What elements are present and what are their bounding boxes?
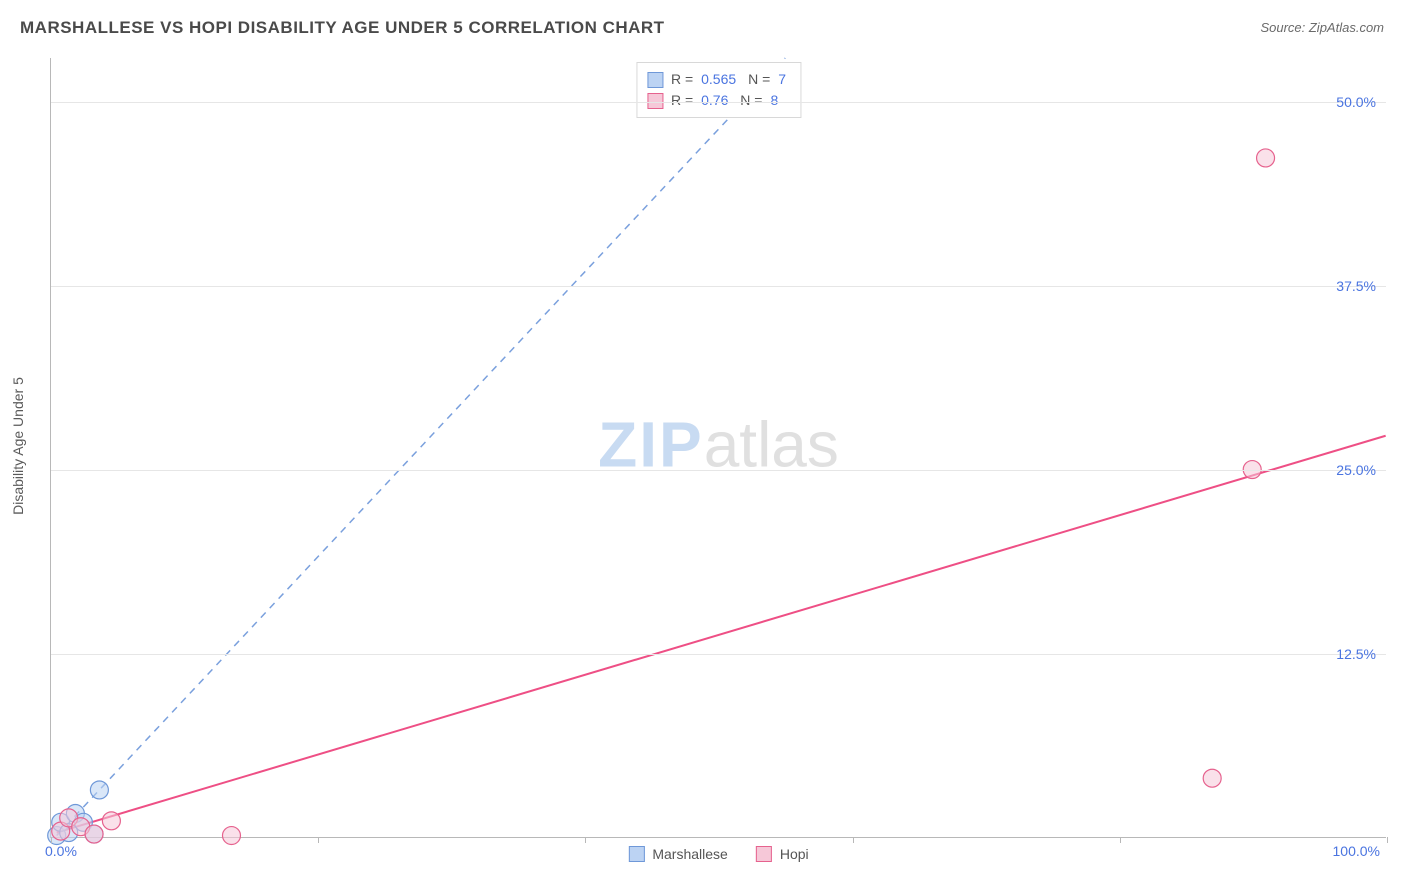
x-tick-label-left: 0.0% bbox=[45, 843, 77, 859]
data-point bbox=[222, 827, 240, 845]
legend-item: Hopi bbox=[756, 846, 809, 862]
gridline bbox=[51, 654, 1386, 655]
gridline bbox=[51, 286, 1386, 287]
legend-label: Hopi bbox=[780, 846, 809, 862]
data-point bbox=[90, 781, 108, 799]
legend-swatch-marshallese bbox=[628, 846, 644, 862]
r-value-hopi: 0.76 bbox=[701, 90, 728, 111]
trend-line bbox=[57, 58, 786, 836]
legend-swatch-hopi bbox=[756, 846, 772, 862]
gridline bbox=[51, 102, 1386, 103]
series-legend: Marshallese Hopi bbox=[628, 846, 808, 862]
legend-item: Marshallese bbox=[628, 846, 727, 862]
plot-area: ZIPatlas R = 0.565 N = 7 R = 0.76 N = 8 bbox=[50, 58, 1386, 838]
y-axis-label: Disability Age Under 5 bbox=[10, 377, 26, 515]
data-point bbox=[85, 825, 103, 843]
gridline bbox=[51, 470, 1386, 471]
y-tick-label: 37.5% bbox=[1336, 278, 1376, 294]
data-point bbox=[1203, 769, 1221, 787]
n-value-hopi: 8 bbox=[770, 90, 778, 111]
data-point bbox=[1257, 149, 1275, 167]
x-tick bbox=[1387, 837, 1388, 843]
x-tick-label-right: 100.0% bbox=[1333, 843, 1380, 859]
y-tick-label: 50.0% bbox=[1336, 94, 1376, 110]
x-tick bbox=[853, 837, 854, 843]
legend-swatch-hopi bbox=[647, 93, 663, 109]
n-value-marshallese: 7 bbox=[778, 69, 786, 90]
x-tick bbox=[1120, 837, 1121, 843]
chart-title: MARSHALLESE VS HOPI DISABILITY AGE UNDER… bbox=[20, 18, 665, 38]
legend-label: Marshallese bbox=[652, 846, 727, 862]
source-attribution: Source: ZipAtlas.com bbox=[1260, 20, 1384, 35]
chart-svg bbox=[51, 58, 1386, 837]
correlation-legend-row: R = 0.565 N = 7 bbox=[647, 69, 786, 90]
correlation-legend: R = 0.565 N = 7 R = 0.76 N = 8 bbox=[636, 62, 801, 118]
data-point bbox=[102, 812, 120, 830]
x-tick bbox=[585, 837, 586, 843]
chart-container: MARSHALLESE VS HOPI DISABILITY AGE UNDER… bbox=[0, 0, 1406, 892]
y-tick-label: 25.0% bbox=[1336, 462, 1376, 478]
r-value-marshallese: 0.565 bbox=[701, 69, 736, 90]
trend-line bbox=[57, 436, 1386, 833]
legend-swatch-marshallese bbox=[647, 72, 663, 88]
correlation-legend-row: R = 0.76 N = 8 bbox=[647, 90, 786, 111]
y-tick-label: 12.5% bbox=[1336, 646, 1376, 662]
x-tick bbox=[318, 837, 319, 843]
